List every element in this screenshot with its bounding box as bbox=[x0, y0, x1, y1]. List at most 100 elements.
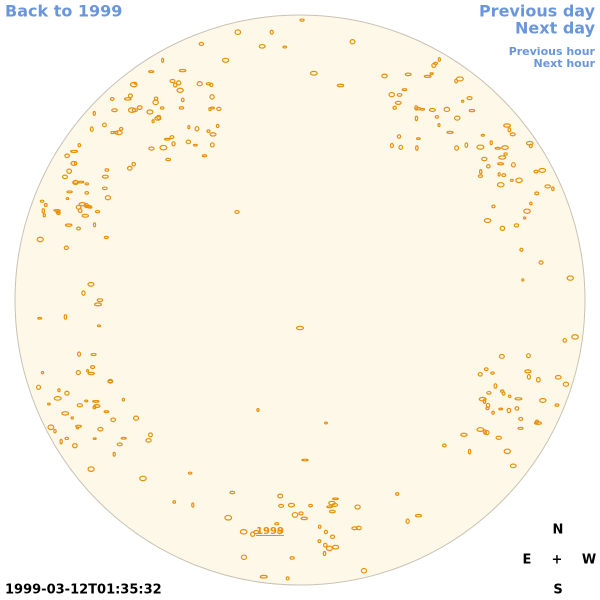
previous-hour-link[interactable]: Previous hour bbox=[509, 45, 596, 58]
contour bbox=[503, 123, 512, 128]
contour bbox=[110, 417, 117, 423]
contour bbox=[414, 115, 419, 122]
contour bbox=[216, 106, 222, 112]
contour bbox=[392, 105, 397, 110]
contour bbox=[497, 172, 501, 177]
contour bbox=[517, 426, 524, 431]
contour bbox=[113, 130, 119, 135]
contour bbox=[77, 143, 82, 148]
contour bbox=[101, 174, 109, 179]
contour bbox=[489, 140, 493, 146]
contour bbox=[507, 394, 512, 399]
back-link[interactable]: Back to 1999 bbox=[5, 2, 122, 21]
previous-day-link[interactable]: Previous day bbox=[479, 2, 596, 21]
contour bbox=[494, 146, 502, 150]
contour bbox=[75, 426, 80, 430]
contour bbox=[300, 516, 308, 521]
contour bbox=[76, 226, 81, 231]
contour bbox=[464, 142, 469, 148]
contour bbox=[491, 410, 495, 415]
contour bbox=[323, 529, 329, 535]
contour bbox=[495, 435, 502, 440]
contour bbox=[84, 191, 90, 195]
contour bbox=[154, 115, 162, 121]
contour bbox=[431, 62, 437, 69]
contour bbox=[317, 539, 322, 544]
contour bbox=[483, 367, 489, 372]
contour bbox=[115, 130, 123, 136]
year-link[interactable]: 1999 bbox=[256, 526, 284, 537]
contour bbox=[176, 87, 184, 93]
next-hour-link[interactable]: Next hour bbox=[534, 57, 596, 70]
contour bbox=[510, 162, 516, 168]
contour bbox=[535, 376, 541, 383]
contour bbox=[196, 81, 203, 87]
contour bbox=[59, 438, 63, 445]
contour bbox=[453, 115, 461, 121]
contour bbox=[509, 463, 517, 469]
contour bbox=[40, 370, 45, 375]
contour bbox=[429, 72, 434, 75]
contour bbox=[551, 186, 555, 192]
contour bbox=[529, 201, 533, 206]
contour bbox=[278, 503, 285, 508]
contour bbox=[354, 504, 361, 510]
contour bbox=[194, 125, 200, 132]
contour bbox=[224, 514, 233, 521]
contour bbox=[405, 518, 410, 525]
contour bbox=[274, 522, 280, 526]
contour bbox=[84, 399, 89, 403]
contour bbox=[277, 529, 283, 535]
contour bbox=[249, 531, 256, 537]
contour bbox=[538, 167, 547, 173]
contour bbox=[159, 106, 165, 110]
next-day-link[interactable]: Next day bbox=[515, 19, 596, 38]
contour bbox=[65, 196, 70, 201]
contour bbox=[72, 179, 80, 186]
contour bbox=[123, 97, 132, 101]
contour bbox=[415, 137, 421, 141]
contour bbox=[215, 123, 220, 129]
contour bbox=[322, 542, 328, 548]
contour bbox=[332, 497, 339, 501]
contour bbox=[198, 41, 205, 47]
contour bbox=[66, 168, 73, 174]
contour bbox=[70, 160, 78, 166]
contour bbox=[172, 82, 178, 88]
contour bbox=[522, 216, 527, 220]
contour bbox=[126, 165, 133, 171]
compass-west: W bbox=[582, 553, 596, 568]
contour bbox=[176, 80, 182, 86]
contour bbox=[554, 403, 560, 407]
contour bbox=[185, 139, 192, 145]
contour bbox=[111, 108, 118, 113]
contour bbox=[147, 432, 153, 438]
contour bbox=[298, 511, 304, 516]
contour bbox=[331, 502, 339, 507]
contour bbox=[476, 427, 485, 432]
contour bbox=[485, 164, 491, 169]
contour bbox=[116, 442, 123, 447]
contour bbox=[121, 397, 126, 402]
compass-center: + bbox=[552, 553, 563, 568]
contour bbox=[208, 107, 212, 112]
contour bbox=[428, 107, 436, 113]
contour bbox=[486, 390, 492, 395]
contour bbox=[414, 105, 419, 111]
contour bbox=[63, 245, 69, 251]
contour bbox=[317, 524, 322, 529]
contour bbox=[64, 390, 70, 396]
contour bbox=[308, 503, 314, 508]
contour bbox=[287, 502, 296, 508]
contour bbox=[43, 202, 48, 208]
contour bbox=[92, 110, 96, 116]
contour bbox=[482, 398, 487, 404]
contour bbox=[178, 68, 187, 73]
contour bbox=[112, 451, 116, 457]
contour bbox=[239, 529, 248, 535]
contour bbox=[396, 134, 402, 139]
contour bbox=[477, 371, 483, 377]
contour bbox=[104, 168, 110, 172]
contour bbox=[454, 145, 460, 151]
contour bbox=[404, 72, 412, 77]
